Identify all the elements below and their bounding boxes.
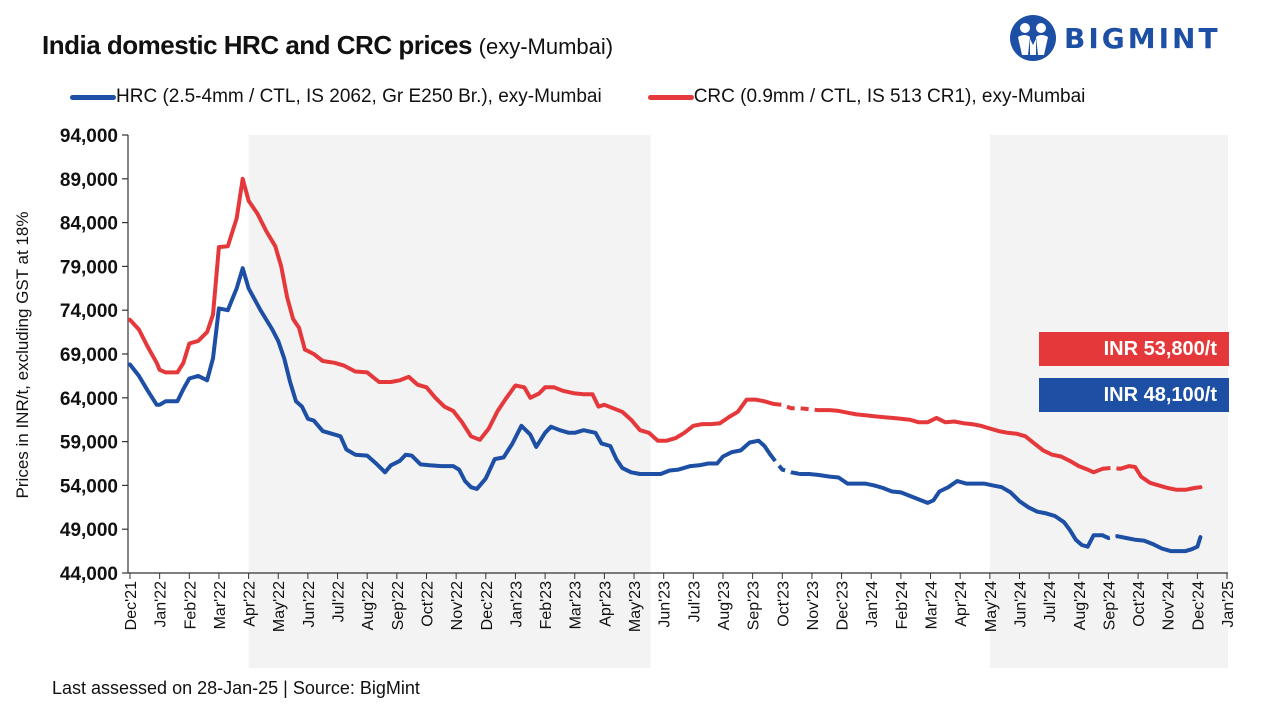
x-tick-label: Dec'24 bbox=[1190, 581, 1207, 630]
x-tick-label: Sep'22 bbox=[390, 581, 407, 630]
chart-axes: 94,000 89,000 84,000 79,000 74,000 69,000 64,0… bbox=[60, 126, 1237, 632]
x-tick-label: Mar'24 bbox=[924, 581, 941, 630]
y-tick-label: 84,000 bbox=[60, 214, 118, 235]
hrc-latest-price-badge: INR 48,100/t bbox=[1039, 378, 1229, 412]
series-dashed-crc bbox=[1102, 465, 1121, 471]
series-line-crc bbox=[1118, 464, 1203, 492]
x-tick-label: Jun'23 bbox=[657, 581, 674, 628]
y-tick-label: 59,000 bbox=[60, 433, 118, 454]
x-tick-label: Jan'22 bbox=[153, 581, 170, 628]
page-title: India domestic HRC and CRC prices (exy-M… bbox=[42, 30, 613, 61]
y-tick-label: 54,000 bbox=[60, 476, 118, 497]
x-tick-label: Jan'23 bbox=[508, 581, 525, 628]
chart-legend: HRC (2.5-4mm / CTL, IS 2062, Gr E250 Br.… bbox=[70, 86, 1131, 108]
x-tick-label: Jun'22 bbox=[301, 581, 318, 628]
x-tick-label: Nov'24 bbox=[1161, 581, 1178, 630]
shaded-periods bbox=[248, 135, 1228, 668]
legend-item-crc: CRC (0.9mm / CTL, IS 513 CR1), exy-Mumba… bbox=[647, 86, 1086, 108]
x-tick-label: Sep'24 bbox=[1101, 581, 1118, 630]
x-tick-label: Nov'23 bbox=[805, 581, 822, 630]
x-tick-label: Apr'22 bbox=[242, 581, 259, 627]
y-tick-label: 49,000 bbox=[60, 520, 118, 541]
series-line-hrc bbox=[1115, 534, 1203, 554]
x-tick-label: Jun'24 bbox=[1012, 581, 1029, 628]
x-tick-label: May'23 bbox=[627, 581, 644, 632]
x-tick-label: Oct'23 bbox=[775, 581, 792, 627]
x-tick-label: Feb'24 bbox=[894, 581, 911, 630]
y-tick-label: 64,000 bbox=[60, 389, 118, 410]
y-tick-label: 44,000 bbox=[60, 564, 118, 585]
x-tick-label: Aug'22 bbox=[360, 581, 377, 630]
shaded-period-1 bbox=[248, 135, 651, 668]
legend-label-crc: CRC (0.9mm / CTL, IS 513 CR1), exy-Mumba… bbox=[693, 86, 1086, 107]
y-tick-label: 74,000 bbox=[60, 301, 118, 322]
x-tick-label: Oct'24 bbox=[1131, 581, 1148, 627]
y-tick-label: 79,000 bbox=[60, 257, 118, 278]
x-tick-label: Apr'24 bbox=[953, 581, 970, 627]
legend-swatch-hrc bbox=[70, 94, 116, 100]
brand-name: BIGMINT bbox=[1064, 21, 1221, 55]
series-line-crc bbox=[128, 176, 776, 443]
x-tick-label: May'24 bbox=[983, 581, 1000, 632]
x-tick-label: Dec'21 bbox=[123, 581, 140, 630]
x-tick-label: Mar'23 bbox=[568, 581, 585, 630]
y-tick-label: 69,000 bbox=[60, 345, 118, 366]
chart-title: India domestic HRC and CRC prices bbox=[42, 30, 472, 60]
legend-label-hrc: HRC (2.5-4mm / CTL, IS 2062, Gr E250 Br.… bbox=[116, 86, 602, 107]
x-tick-label: May'22 bbox=[271, 581, 288, 632]
x-tick-label: Jul'23 bbox=[686, 581, 703, 622]
x-tick-label: Nov'22 bbox=[449, 581, 466, 630]
legend-item-hrc: HRC (2.5-4mm / CTL, IS 2062, Gr E250 Br.… bbox=[70, 86, 602, 108]
y-tick-label: 89,000 bbox=[60, 170, 118, 191]
x-tick-label: Sep'23 bbox=[746, 581, 763, 630]
y-tick-label: 94,000 bbox=[60, 126, 118, 147]
x-tick-label: Jan'24 bbox=[864, 581, 881, 628]
crc-latest-price-badge: INR 53,800/t bbox=[1039, 332, 1229, 366]
x-tick-label: Oct'22 bbox=[419, 581, 436, 627]
brand-logo: BIGMINT bbox=[1008, 12, 1221, 64]
x-tick-label: Apr'23 bbox=[597, 581, 614, 627]
chart-series bbox=[128, 176, 1203, 554]
x-tick-label: Jan'25 bbox=[1220, 581, 1237, 628]
series-line-hrc bbox=[798, 472, 1105, 549]
x-tick-label: Feb'23 bbox=[538, 581, 555, 630]
y-axis-label: Prices in INR/t, excluding GST at 18% bbox=[13, 212, 32, 499]
legend-swatch-crc bbox=[647, 94, 694, 100]
series-line-crc bbox=[815, 408, 1105, 475]
footer-source: Last assessed on 28-Jan-25 | Source: Big… bbox=[52, 678, 420, 698]
x-tick-label: Dec'23 bbox=[835, 581, 852, 630]
x-tick-label: Aug'23 bbox=[716, 581, 733, 630]
x-tick-label: Mar'22 bbox=[212, 581, 229, 630]
x-tick-label: Jul'22 bbox=[331, 581, 348, 622]
x-tick-label: Feb'22 bbox=[182, 581, 199, 630]
bigmint-people-logo-icon bbox=[1010, 15, 1056, 61]
series-dashed-hrc bbox=[1101, 533, 1118, 541]
x-tick-label: Aug'24 bbox=[1072, 581, 1089, 630]
series-line-hrc bbox=[128, 266, 773, 491]
series-dashed-crc bbox=[773, 401, 819, 413]
series-dashed-hrc bbox=[768, 453, 801, 476]
x-tick-label: Dec'22 bbox=[479, 581, 496, 630]
chart-subtitle: (exy-Mumbai) bbox=[478, 34, 614, 59]
x-tick-label: Jul'24 bbox=[1042, 581, 1059, 622]
